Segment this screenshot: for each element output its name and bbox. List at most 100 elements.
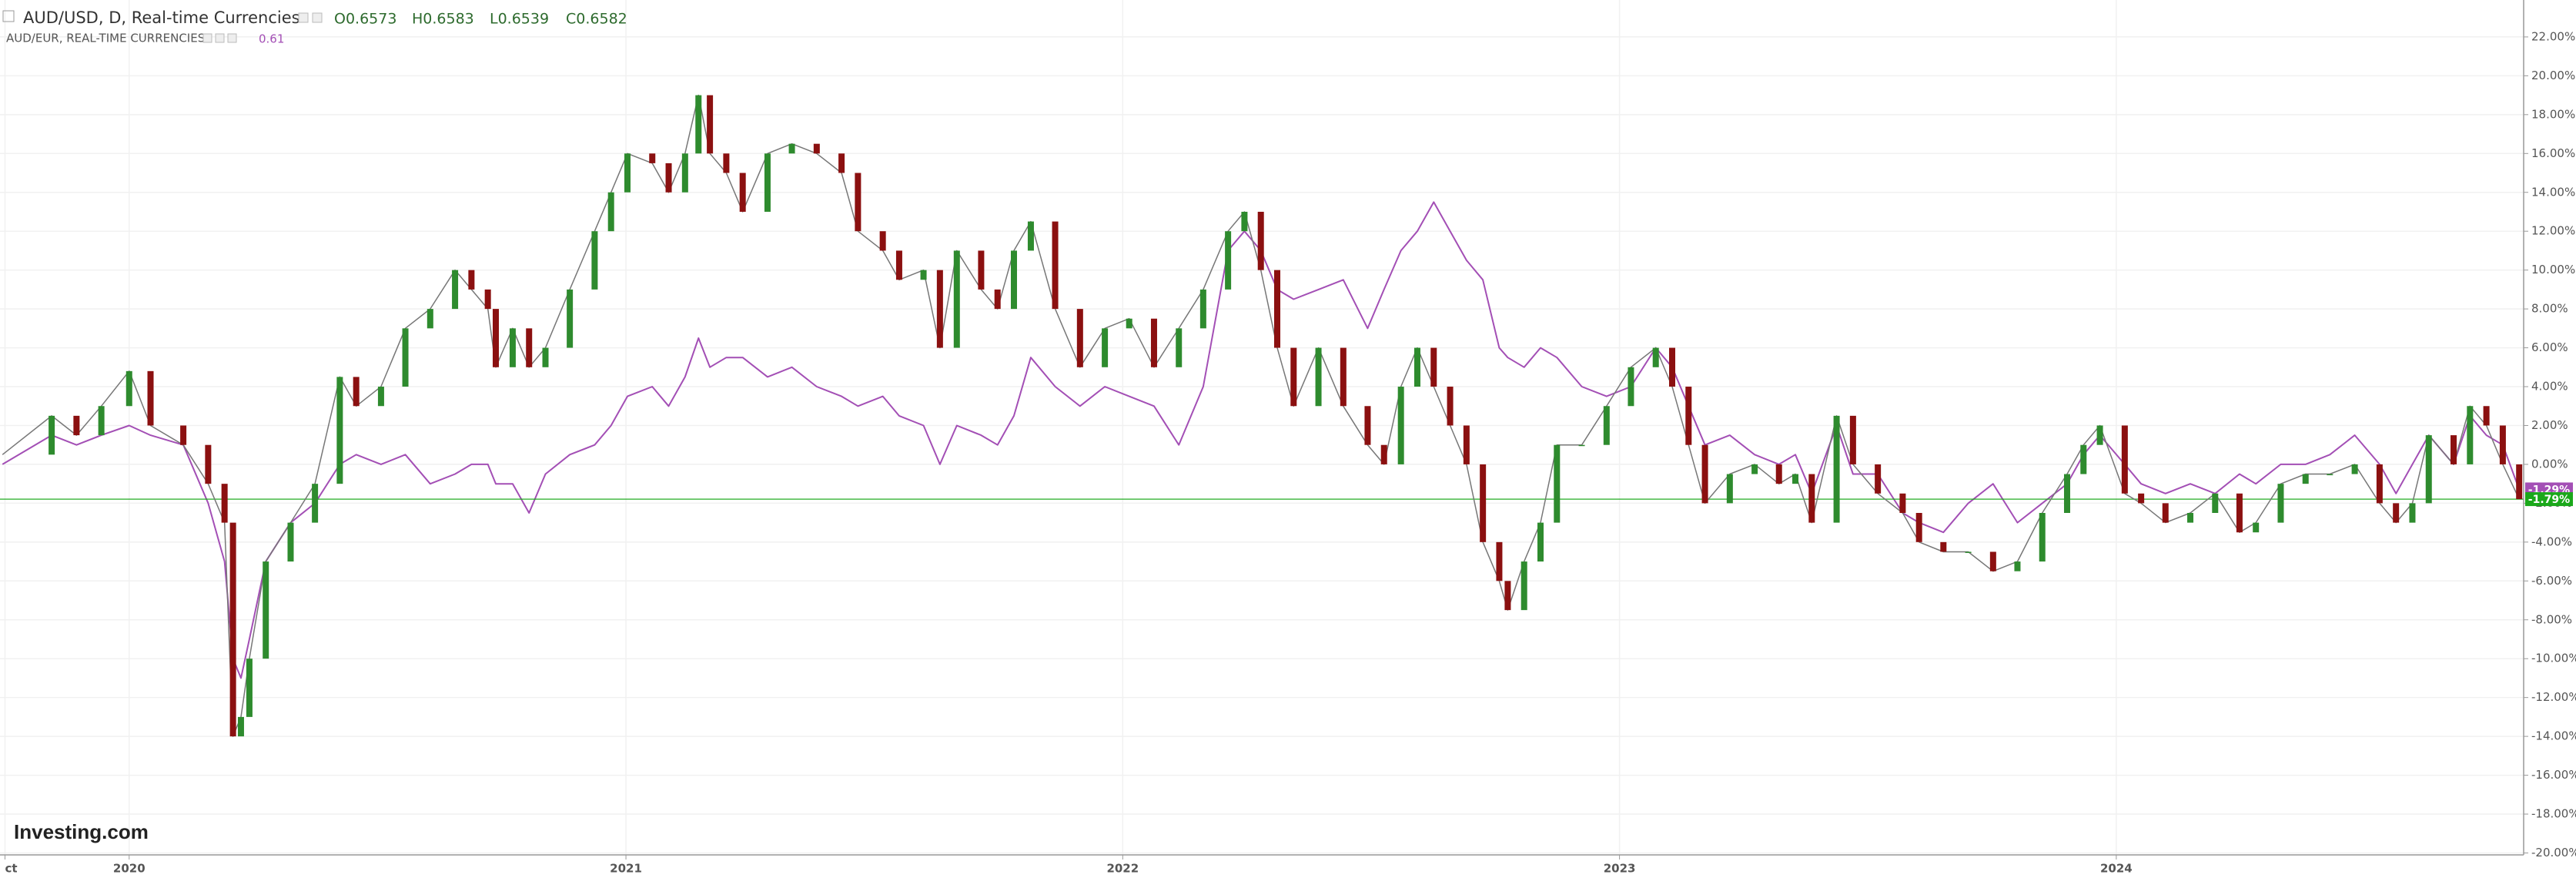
candle [1775,464,1782,484]
candle [1340,347,1347,407]
candle [2467,406,2474,464]
candle [1102,328,1109,367]
candle [994,289,1001,310]
candle [1628,367,1634,407]
collapse-icon[interactable] [2,10,15,22]
candle [2327,474,2333,476]
y-tick-label: 16.00% [2531,146,2575,160]
candle [2014,561,2021,571]
candle [978,250,985,290]
candle [1668,347,1675,387]
candle [920,270,927,280]
y-tick-label: -14.00% [2531,729,2576,743]
candle [1126,318,1132,329]
candle [2138,493,2145,504]
x-tick-label: 2021 [610,862,642,876]
candle [221,484,228,523]
candle [1290,347,1297,407]
candle [1751,464,1758,474]
high-value: H0.6583 [412,11,474,28]
candle [607,192,614,232]
compare-symbol: AUD/EUR, REAL-TIME CURRENCIES [6,32,205,45]
last-value-tag: -1.79% [2525,492,2573,507]
candle [2516,464,2523,500]
candle [1603,406,1610,445]
candle [1380,444,1387,464]
candle [855,173,861,232]
candle [2121,425,2128,494]
x-tick-label: 2024 [2100,862,2133,876]
candle [567,289,574,348]
candle [2302,474,2309,484]
last-value-label: -1.79% [2528,494,2570,506]
candle [468,270,475,290]
candle [2162,503,2169,523]
open-value: O0.6573 [334,11,396,28]
candle [1554,444,1561,523]
y-tick-label: 6.00% [2531,340,2568,354]
candle [2096,425,2103,445]
candle [879,231,886,251]
y-tick-label: 4.00% [2531,380,2568,394]
candle [492,309,499,367]
low-value: L0.6539 [490,11,549,28]
candle [695,95,702,154]
candle [723,153,730,173]
y-tick-label: 20.00% [2531,69,2575,82]
candle [1315,347,1322,407]
candle [953,250,960,348]
candle [1685,387,1692,445]
y-tick-label: -4.00% [2531,535,2572,548]
x-tick-label: 2023 [1604,862,1636,876]
candle [1496,541,1503,581]
candle [764,153,771,212]
y-tick-label: 22.00% [2531,29,2575,43]
candle [2393,503,2400,523]
close-value: C0.6582 [566,11,627,28]
candle [1011,250,1018,310]
compare-remove-icon[interactable] [227,33,237,43]
y-tick-label: 2.00% [2531,418,2568,432]
price-wick-line [2,94,2520,737]
candle [1833,415,1840,523]
candle [1915,513,1922,542]
y-tick-label: 0.00% [2531,457,2568,471]
candle [1701,444,1708,504]
candle [353,377,360,407]
candle [2409,503,2416,523]
compare-hide-icon[interactable] [215,33,225,43]
candle [2212,493,2219,513]
candle [838,153,845,173]
candle [1364,406,1371,445]
candle [895,250,902,280]
candle [1849,415,1856,464]
candle [1463,425,1470,464]
candle [2039,513,2046,562]
candle [263,561,269,659]
settings-icon[interactable] [298,12,309,23]
y-tick-label: -10.00% [2531,652,2576,665]
x-tick-label: 2022 [1106,862,1139,876]
candle [2187,513,2194,523]
candle [1274,270,1281,348]
candle [312,484,319,523]
candle [591,231,598,290]
candle [665,163,672,193]
candle [1150,318,1157,367]
candle [2483,406,2490,426]
y-tick-label: -20.00% [2531,846,2576,860]
candle [180,425,187,445]
candle [98,406,105,436]
y-tick-label: 10.00% [2531,263,2575,276]
candle [2451,435,2457,464]
y-tick-label: -12.00% [2531,690,2576,704]
hide-icon[interactable] [312,12,323,23]
compare-settings-icon[interactable] [202,33,212,43]
header: AUD/USD, D, Real-time Currencies O0.6573… [2,8,627,46]
candle [1808,474,1815,523]
candle [509,328,516,367]
candle [336,377,343,484]
candle [1176,328,1183,367]
logo: Investing.com [14,820,149,843]
